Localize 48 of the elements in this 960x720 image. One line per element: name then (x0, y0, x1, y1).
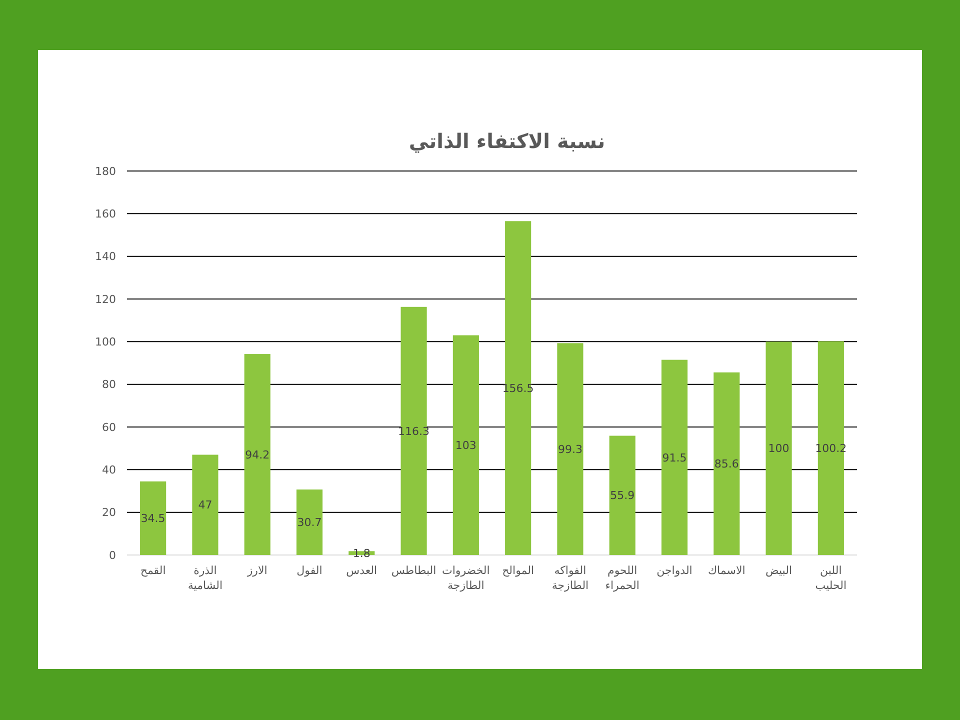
x-tick-label: البطاطس (391, 564, 436, 577)
data-label: 94.2 (245, 448, 270, 462)
data-label: 99.3 (558, 442, 582, 456)
x-tick-label: القمح (140, 564, 166, 577)
x-tick-label: الارز (246, 564, 268, 577)
bar (192, 454, 218, 555)
y-tick-label: 160 (95, 208, 116, 221)
x-tick-label: اللبن الحليب (815, 564, 847, 592)
x-tick-label: العدس (346, 564, 378, 577)
y-tick-label: 20 (102, 506, 116, 520)
data-label: 85.6 (714, 458, 739, 471)
chart-title: نسبة الاكتفاء الذاتي (408, 129, 606, 153)
y-tick-label: 120 (95, 292, 116, 306)
x-tick-label: الدواجن (656, 564, 692, 577)
bar (140, 481, 166, 555)
x-tick-label: الذرة الشامية (188, 564, 223, 592)
bar (661, 360, 688, 555)
y-tick-label: 180 (95, 164, 116, 178)
bar (452, 335, 479, 555)
bar (818, 341, 844, 555)
bar (557, 343, 584, 555)
x-tick-label: الفواكه الطازجة (552, 564, 589, 592)
y-tick-label: 40 (102, 464, 116, 477)
data-label: 91.5 (662, 451, 687, 464)
bar (296, 490, 323, 555)
data-label: 30.7 (297, 516, 322, 530)
bar (505, 221, 532, 555)
y-tick-label: 60 (102, 420, 116, 434)
data-label: 34.5 (140, 512, 166, 526)
y-tick-label: 100 (95, 336, 116, 349)
data-label: 47 (198, 498, 212, 512)
x-tick-label: الموالح (502, 564, 534, 577)
bar (244, 354, 270, 555)
y-tick-label: 80 (102, 378, 116, 392)
x-tick-label: البيض (766, 564, 792, 577)
bar (400, 306, 427, 555)
bar (609, 436, 636, 555)
bar (766, 342, 792, 555)
bar (714, 372, 740, 555)
x-tick-label: الفول (296, 564, 322, 577)
data-label: 55.9 (610, 489, 635, 502)
x-tick-label: اللحوم الحمراء (605, 564, 640, 592)
data-label: 100 (768, 442, 790, 456)
x-tick-label: الخضروات الطازجة (442, 564, 490, 592)
data-label: 103 (455, 438, 476, 452)
y-tick-label: 0 (109, 548, 116, 562)
y-tick-label: 140 (95, 250, 116, 264)
x-tick-label: الاسماك (708, 564, 746, 577)
